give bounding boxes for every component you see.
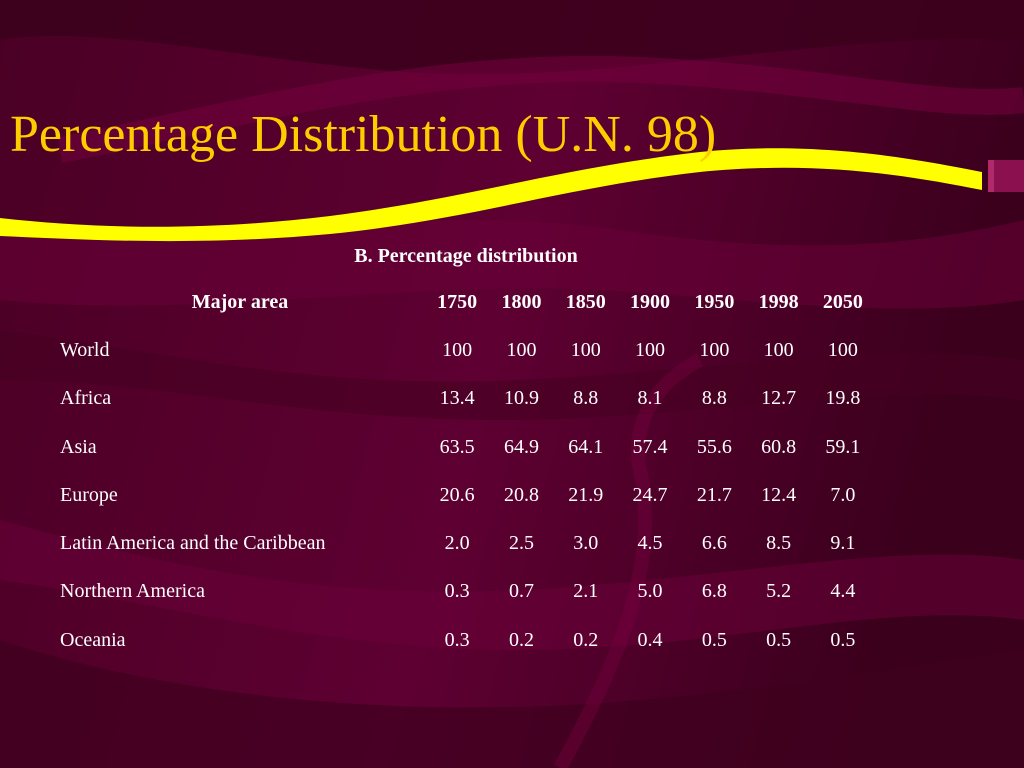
table-cell: 0.5 bbox=[766, 628, 792, 651]
table-cell: 2.0 bbox=[444, 532, 470, 555]
table-cell: 63.5 bbox=[439, 435, 475, 458]
column-header-year: 1750 bbox=[437, 290, 478, 313]
table-cell: 0.3 bbox=[444, 628, 470, 651]
table-cell: 21.9 bbox=[568, 483, 604, 506]
table-cell: 0.4 bbox=[637, 628, 663, 651]
column-header-major-area: Major area bbox=[191, 290, 289, 313]
row-label: Northern America bbox=[60, 580, 205, 603]
table-cell: 100 bbox=[699, 338, 730, 361]
table-cell: 60.8 bbox=[761, 435, 797, 458]
table-cell: 12.7 bbox=[761, 387, 797, 410]
table-cell: 12.4 bbox=[761, 483, 797, 506]
table-row: Africa 13.4 10.9 8.8 8.1 8.8 12.7 19.8 bbox=[55, 375, 875, 423]
percentage-table: Major area 1750 1800 1850 1900 1950 1998… bbox=[55, 278, 875, 664]
column-header-year: 1950 bbox=[694, 290, 735, 313]
table-cell: 0.3 bbox=[444, 580, 470, 603]
row-label: Africa bbox=[60, 387, 112, 410]
table-cell: 0.7 bbox=[508, 580, 534, 603]
slide-title: Percentage Distribution (U.N. 98) bbox=[10, 106, 717, 163]
table-cell: 2.5 bbox=[508, 532, 534, 555]
table-cell: 6.6 bbox=[701, 532, 727, 555]
table-cell: 0.2 bbox=[573, 628, 599, 651]
table-cell: 19.8 bbox=[825, 387, 861, 410]
table-cell: 8.1 bbox=[637, 387, 663, 410]
column-header-year: 1900 bbox=[630, 290, 671, 313]
table-cell: 0.5 bbox=[701, 628, 727, 651]
table-cell: 4.4 bbox=[830, 580, 856, 603]
table-cell: 3.0 bbox=[573, 532, 599, 555]
table-cell: 4.5 bbox=[637, 532, 663, 555]
table-cell: 8.5 bbox=[766, 532, 792, 555]
table-cell: 57.4 bbox=[632, 435, 668, 458]
table-cell: 5.2 bbox=[766, 580, 792, 603]
table-cell: 13.4 bbox=[439, 387, 475, 410]
table-cell: 100 bbox=[763, 338, 794, 361]
table-cell: 100 bbox=[506, 338, 537, 361]
table-cell: 20.8 bbox=[503, 483, 539, 506]
table-cell: 55.6 bbox=[696, 435, 732, 458]
row-label: Europe bbox=[60, 483, 118, 506]
table-cell: 59.1 bbox=[825, 435, 861, 458]
table-cell: 6.8 bbox=[701, 580, 727, 603]
row-label: Asia bbox=[60, 435, 97, 458]
table-cell: 2.1 bbox=[573, 580, 599, 603]
table-row: Asia 63.5 64.9 64.1 57.4 55.6 60.8 59.1 bbox=[55, 423, 875, 471]
table-cell: 5.0 bbox=[637, 580, 663, 603]
column-header-year: 2050 bbox=[822, 290, 863, 313]
table-cell: 64.9 bbox=[503, 435, 539, 458]
table-row: Oceania 0.3 0.2 0.2 0.4 0.5 0.5 0.5 bbox=[55, 616, 875, 664]
column-header-year: 1998 bbox=[758, 290, 799, 313]
table-cell: 10.9 bbox=[503, 387, 539, 410]
table-row: Latin America and the Caribbean 2.0 2.5 … bbox=[55, 519, 875, 567]
table-cell: 9.1 bbox=[830, 532, 856, 555]
table-cell: 64.1 bbox=[568, 435, 604, 458]
table-cell: 100 bbox=[570, 338, 601, 361]
column-header-year: 1800 bbox=[501, 290, 542, 313]
table-cell: 21.7 bbox=[696, 483, 732, 506]
row-label: World bbox=[60, 338, 110, 361]
table-cell: 24.7 bbox=[632, 483, 668, 506]
table-header-row: Major area 1750 1800 1850 1900 1950 1998… bbox=[55, 278, 875, 326]
table-row: Europe 20.6 20.8 21.9 24.7 21.7 12.4 7.0 bbox=[55, 471, 875, 519]
table-caption: B. Percentage distribution bbox=[354, 245, 578, 267]
table-cell: 0.5 bbox=[830, 628, 856, 651]
table-cell: 100 bbox=[442, 338, 473, 361]
row-label: Oceania bbox=[60, 628, 126, 651]
table-cell: 100 bbox=[635, 338, 666, 361]
table-cell: 7.0 bbox=[830, 483, 856, 506]
table-row: Northern America 0.3 0.7 2.1 5.0 6.8 5.2… bbox=[55, 568, 875, 616]
table-cell: 8.8 bbox=[573, 387, 599, 410]
table-cell: 0.2 bbox=[508, 628, 534, 651]
table-row: World 100 100 100 100 100 100 100 bbox=[55, 326, 875, 374]
table-cell: 20.6 bbox=[439, 483, 475, 506]
table-cell: 100 bbox=[827, 338, 858, 361]
column-header-year: 1850 bbox=[565, 290, 606, 313]
row-label: Latin America and the Caribbean bbox=[60, 532, 326, 555]
table-cell: 8.8 bbox=[701, 387, 727, 410]
